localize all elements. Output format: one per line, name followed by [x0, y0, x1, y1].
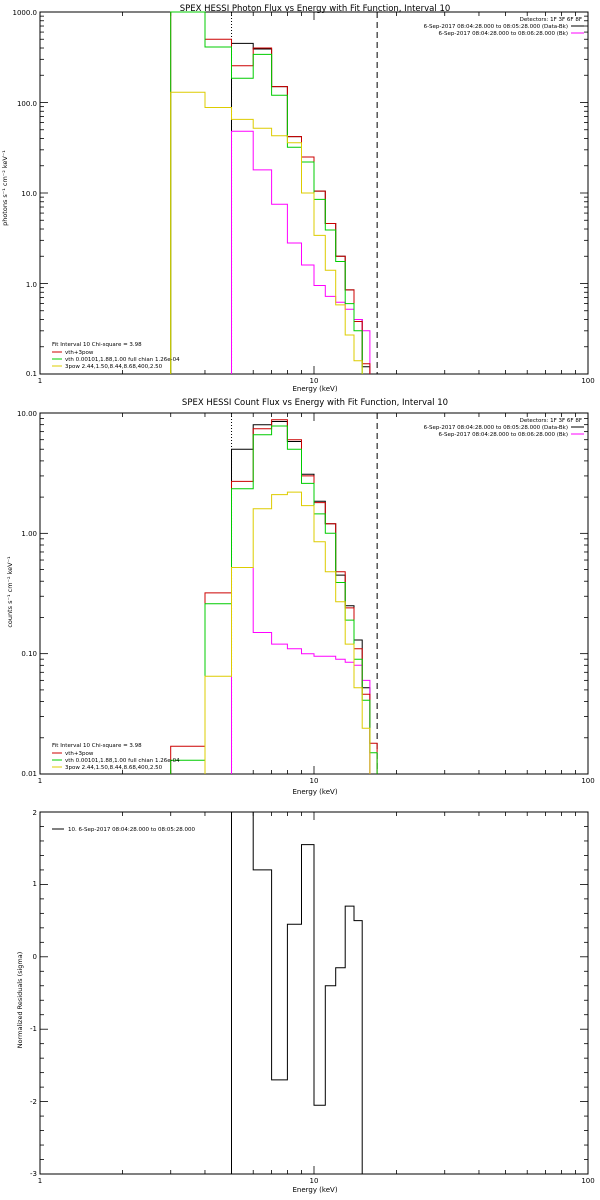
- series-data-bk: [231, 421, 371, 774]
- count-ylabel: counts s⁻¹ cm⁻² keV⁻¹: [6, 556, 14, 628]
- count-legend-top-right: Detectors: 1F 3F 6F 8F 6-Sep-2017 08:04:…: [424, 418, 584, 438]
- count-ticks: [39, 412, 589, 775]
- series-10-6-sep-2017-08-04-28-000-to-08-05-28-000: [231, 811, 363, 1174]
- series-vth: [170, 425, 378, 774]
- series-vth: [170, 11, 363, 374]
- photon-legend-pow: 3pow 2.44,1.50,8.44,8.68,400,2.50: [65, 364, 163, 370]
- photon-ytick-label: 1.0: [26, 281, 37, 289]
- series-bk: [231, 567, 371, 774]
- photon-legend-total: vth+3pow: [65, 350, 94, 356]
- count-legend-data-bk: 6-Sep-2017 08:04:28.000 to 08:05:28.000 …: [424, 425, 568, 431]
- count-ylabel-wrap: counts s⁻¹ cm⁻² keV⁻¹: [6, 556, 14, 628]
- photon-legend-vth: vth 0.00101,1.88,1.00 full chian 1.26e-0…: [65, 357, 180, 363]
- photon-legend-detectors: Detectors: 1F 3F 6F 8F: [520, 17, 582, 23]
- photon-ytick-label: 10.0: [21, 190, 37, 198]
- resid-series: [231, 811, 363, 1174]
- resid-ytick-label: -3: [30, 1170, 37, 1178]
- series-3pow: [170, 91, 363, 374]
- resid-ytick-label: 1: [33, 880, 37, 888]
- count-legend-detectors: Detectors: 1F 3F 6F 8F: [520, 418, 582, 424]
- photon-xtick-label: 100: [581, 377, 594, 385]
- count-legend-pow: 3pow 2.44,1.50,8.44,8.68,400,2.50: [65, 765, 163, 771]
- photon-xtick-label: 1: [38, 377, 42, 385]
- photon-ytick-label: 100.0: [17, 100, 37, 108]
- count-legend-total: vth+3pow: [65, 751, 94, 757]
- photon-title: SPEX HESSI Photon Flux vs Energy with Fi…: [180, 4, 451, 14]
- count-ytick-label: 0.10: [21, 650, 37, 658]
- resid-ytick-label: -1: [30, 1025, 37, 1033]
- resid-xlabel: Energy (keV): [292, 1186, 337, 1194]
- count-xtick-label: 1: [38, 777, 42, 785]
- photon-ytick-label: 1000.0: [13, 9, 38, 17]
- count-legend-bk: 6-Sep-2017 08:04:28.000 to 08:06:28.000 …: [439, 432, 569, 438]
- count-legend-bottom-left: Fit Interval 10 Chi-square = 3.98 vth+3p…: [52, 743, 180, 771]
- photon-ylabel-wrap: photons s⁻¹ cm⁻² keV⁻¹: [1, 150, 9, 226]
- resid-ytick-label: -2: [30, 1098, 37, 1106]
- photon-ylabel: photons s⁻¹ cm⁻² keV⁻¹: [1, 150, 9, 226]
- count-title: SPEX HESSI Count Flux vs Energy with Fit…: [182, 398, 448, 408]
- resid-ylabel-wrap: Normalized Residuals (sigma): [16, 952, 24, 1049]
- series-data-bk: [231, 42, 371, 374]
- resid-xtick-label: 100: [581, 1177, 594, 1185]
- photon-panel: SPEX HESSI Photon Flux vs Energy with Fi…: [1, 4, 595, 393]
- residual-panel: Normalized Residuals (sigma) Energy (keV…: [16, 809, 595, 1194]
- series-3pow: [204, 491, 371, 774]
- photon-xtick-label: 10: [310, 377, 319, 385]
- count-xlabel: Energy (keV): [292, 788, 337, 796]
- resid-legend: 10. 6-Sep-2017 08:04:28.000 to 08:05:28.…: [52, 827, 195, 833]
- photon-legend-data-bk: 6-Sep-2017 08:04:28.000 to 08:05:28.000 …: [424, 24, 568, 30]
- photon-legend-fit: Fit Interval 10 Chi-square = 3.98: [52, 342, 142, 348]
- count-series: [170, 413, 378, 774]
- count-xtick-label: 10: [310, 777, 319, 785]
- series-vth-3pow: [170, 11, 371, 374]
- resid-xtick-label: 1: [38, 1177, 42, 1185]
- series-bk: [231, 130, 371, 374]
- photon-legend-bk: 6-Sep-2017 08:04:28.000 to 08:06:28.000 …: [439, 31, 569, 37]
- count-ytick-label: 1.00: [21, 530, 37, 538]
- count-legend-vth: vth 0.00101,1.88,1.00 full chian 1.26e-0…: [65, 758, 180, 764]
- photon-xlabel: Energy (keV): [292, 385, 337, 393]
- resid-xtick-label: 10: [310, 1177, 319, 1185]
- count-ytick-label: 10.00: [17, 410, 37, 418]
- photon-legend-bottom-left: Fit Interval 10 Chi-square = 3.98 vth+3p…: [52, 342, 180, 370]
- series-vth-3pow: [170, 419, 378, 774]
- photon-series: [170, 11, 378, 374]
- count-legend-fit: Fit Interval 10 Chi-square = 3.98: [52, 743, 142, 749]
- resid-legend-label: 10. 6-Sep-2017 08:04:28.000 to 08:05:28.…: [68, 827, 195, 833]
- photon-ytick-label: 0.1: [26, 370, 37, 378]
- count-xtick-label: 100: [581, 777, 594, 785]
- count-ytick-label: 0.01: [21, 770, 37, 778]
- resid-ticks: [39, 811, 589, 1175]
- count-panel: SPEX HESSI Count Flux vs Energy with Fit…: [6, 398, 595, 796]
- resid-ylabel: Normalized Residuals (sigma): [16, 952, 24, 1049]
- photon-ticks: [39, 11, 589, 375]
- resid-ytick-label: 2: [33, 809, 37, 817]
- resid-ytick-label: 0: [33, 953, 37, 961]
- photon-legend-top-right: Detectors: 1F 3F 6F 8F 6-Sep-2017 08:04:…: [424, 17, 584, 37]
- count-plot-frame: [39, 412, 589, 775]
